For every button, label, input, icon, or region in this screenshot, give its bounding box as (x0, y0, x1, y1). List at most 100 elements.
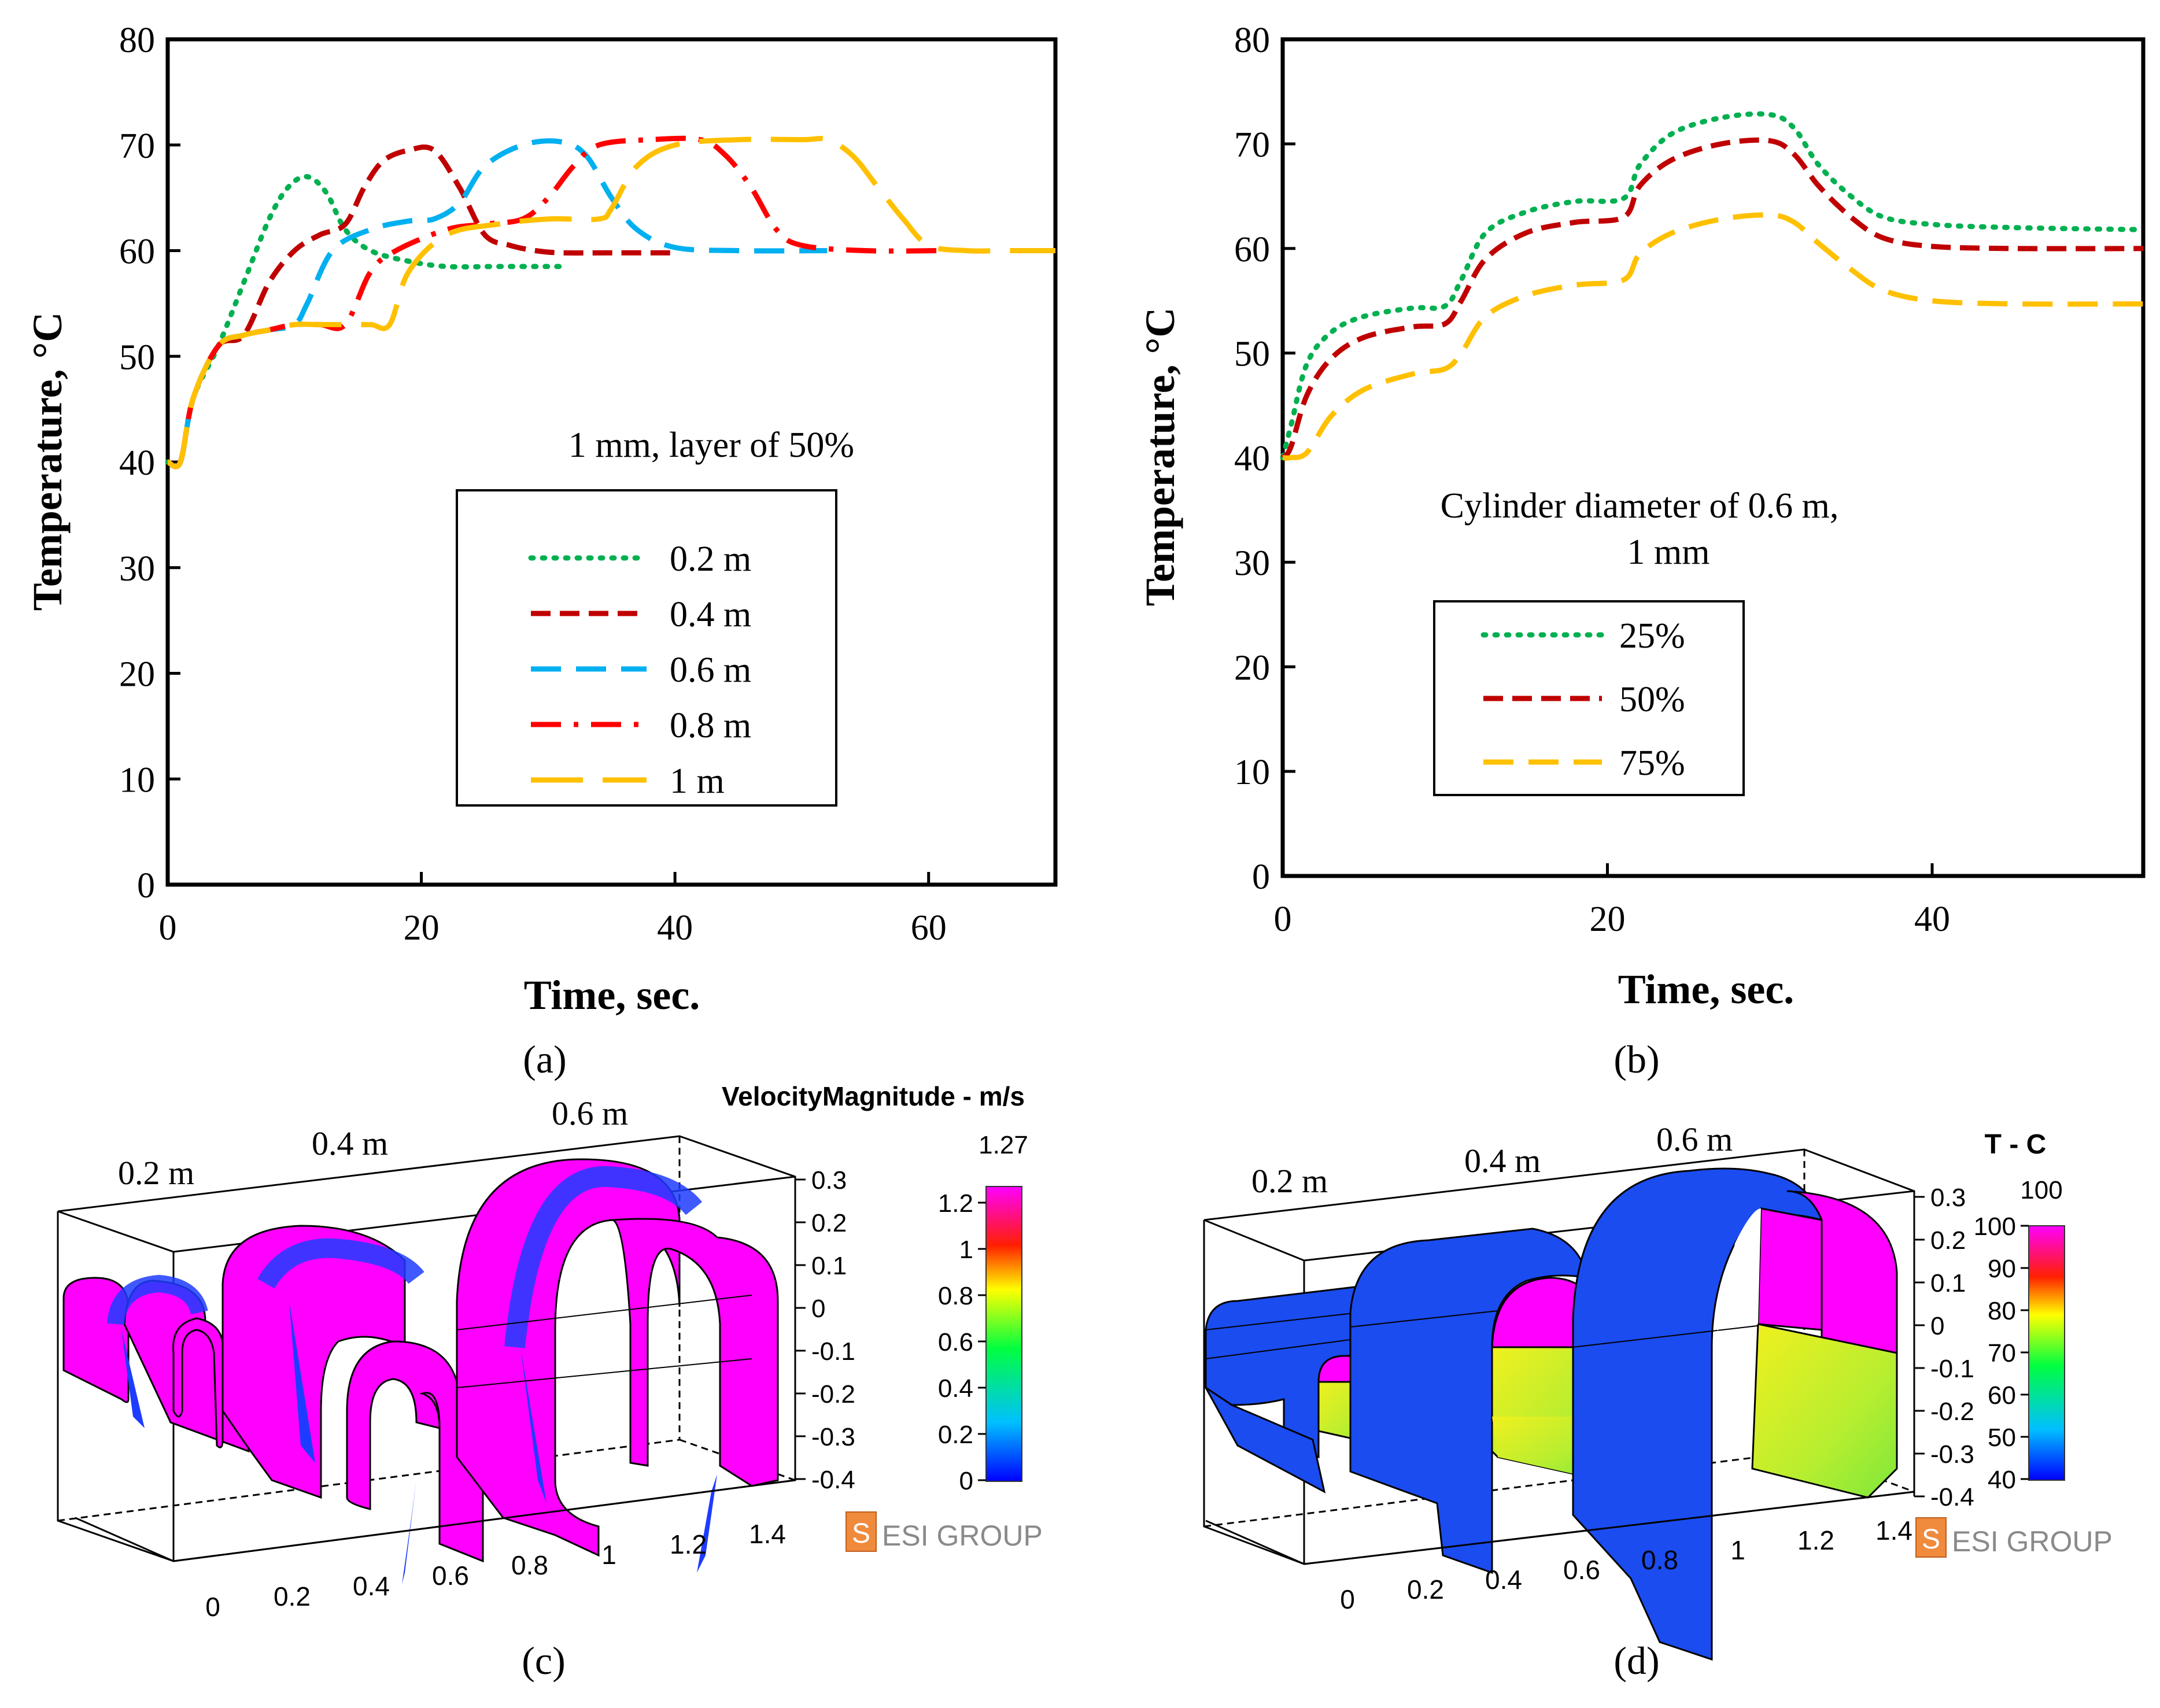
y-tick-label: 40 (1234, 439, 1270, 479)
series-group-a (165, 135, 1055, 469)
series-line-50- (1280, 137, 2144, 460)
colorbar-max-d: 100 (2020, 1176, 2062, 1204)
legend-frame-a (456, 489, 837, 807)
colorbar-tick-label: 1 (959, 1236, 973, 1264)
x-axis-label-a: Time, sec. (524, 972, 700, 1018)
legend-a: 0.2 m 0.4 m 0.6 m 0.8 m 1 m (456, 489, 837, 807)
cylinder-label-0-2m-d: 0.2 m (1251, 1162, 1328, 1200)
cylinder-label-0-2m-c: 0.2 m (118, 1154, 194, 1192)
x-axis-ruler-c (75, 1479, 796, 1562)
colorbar-tick-label: 1.2 (938, 1189, 973, 1218)
z-tick-label: 0.2 (1930, 1226, 1966, 1255)
x-tick-label: 20 (404, 908, 440, 948)
series-line-0-8-m (167, 135, 941, 469)
cylinder-label-0-4m-c: 0.4 m (312, 1125, 388, 1162)
panel-d-temperature-render: 0.3 0.2 0.1 0 -0.1 -0.2 -0.3 -0.4 0 0.2 0.4 0.6 0.8… (1203, 1121, 2113, 1683)
series-line-25- (1280, 111, 2146, 460)
y-axis-label-a: Temperature, °C (24, 312, 71, 611)
x-axis-label-b: Time, sec. (1618, 966, 1795, 1012)
x-tick-label-3d: 0.2 (1407, 1574, 1444, 1605)
colorbar-tick-label: 0.2 (938, 1421, 973, 1449)
x-tick-label-3d: 1 (1730, 1535, 1745, 1565)
z-axis-d: 0.3 0.2 0.1 0 -0.1 -0.2 -0.3 -0.4 (1913, 1184, 1974, 1511)
colorbar-tick-label: 80 (1988, 1297, 2016, 1325)
y-tick-label: 60 (1234, 230, 1270, 269)
z-tick-label: 0 (1930, 1312, 1944, 1340)
legend-label: 75% (1619, 744, 1685, 783)
z-axis-c: 0.3 0.2 0.1 0 -0.1 -0.2 -0.3 -0.4 (794, 1166, 855, 1494)
cylinder-shell-0-2m (62, 1274, 250, 1453)
cylinder-label-0-6m-d: 0.6 m (1656, 1121, 1733, 1158)
panel-label-c: (c) (522, 1639, 565, 1683)
colorbar-tick-label: 0.6 (938, 1328, 973, 1356)
annotation-b-line1: Cylinder diameter of 0.6 m, (1441, 486, 1839, 526)
z-tick-label: -0.1 (811, 1337, 855, 1366)
colorbar-c (985, 1186, 1022, 1482)
x-tick-label: 20 (1590, 900, 1626, 939)
colorbar-title-d: T - C (1985, 1129, 2047, 1160)
y-axis-a: 0 10 20 30 40 50 60 70 80 (119, 21, 180, 905)
logo-text-c: ESI GROUP (882, 1520, 1043, 1552)
x-tick-label: 60 (911, 908, 947, 948)
y-tick-label: 10 (1234, 753, 1270, 792)
legend-label: 0.6 m (670, 650, 751, 690)
x-axis-ruler-d (1205, 1491, 1915, 1565)
annotation-b-line2: 1 mm (1627, 533, 1710, 572)
y-axis-label-b: Temperature, °C (1137, 308, 1183, 607)
esi-logo-d: S ESI GROUP (1915, 1517, 2113, 1558)
x-tick-label-3d: 1.2 (670, 1529, 707, 1559)
svg-text:S: S (852, 1518, 870, 1549)
series-line-1-m (167, 136, 1055, 469)
esi-logo-c: S ESI GROUP (845, 1511, 1043, 1552)
x-tick-label-3d: 1.4 (1875, 1515, 1912, 1546)
x-axis-a: 0 20 40 60 (159, 872, 947, 948)
panel-label-d: (d) (1613, 1639, 1659, 1683)
x-axis-b: 0 20 40 (1274, 863, 1950, 939)
colorbar-d (2028, 1225, 2065, 1481)
cylinder-shell-0-4m-d (1349, 1228, 1606, 1574)
x-tick-label-3d: 0.6 (1563, 1555, 1600, 1585)
x-tick-label-3d: 0.2 (274, 1581, 311, 1611)
cylinder-shell-0-4m (221, 1225, 484, 1584)
legend-b: 25% 50% 75% (1433, 600, 1745, 796)
y-tick-label: 20 (119, 655, 155, 694)
z-tick-label: 0 (811, 1295, 825, 1323)
z-tick-label: 0.1 (811, 1252, 847, 1280)
z-tick-label: -0.2 (1930, 1398, 1974, 1426)
y-tick-label: 80 (1234, 21, 1270, 60)
legend-label: 25% (1619, 616, 1685, 656)
x-tick-label-3d: 0.8 (1641, 1545, 1678, 1575)
y-tick-label: 60 (119, 232, 155, 272)
cylinder-label-0-4m-d: 0.4 m (1464, 1142, 1541, 1180)
x-tick-label: 40 (657, 908, 693, 948)
series-line-0-6-m (167, 138, 828, 469)
series-line-0-2-m (165, 173, 564, 469)
colorbar-tick-label: 50 (1988, 1424, 2016, 1452)
legend-label: 0.2 m (670, 539, 751, 579)
x-tick-label: 40 (1914, 900, 1950, 939)
y-tick-label: 30 (119, 549, 155, 589)
colorbar-ticks-d: 100 90 80 70 60 50 40 (1974, 1212, 2029, 1494)
z-tick-label: -0.2 (811, 1380, 855, 1408)
colorbar-ticks-c: 1.2 1 0.8 0.6 0.4 0.2 0 (938, 1189, 986, 1495)
colorbar-tick-label: 0.4 (938, 1374, 973, 1403)
z-tick-label: 0.2 (811, 1209, 847, 1237)
annotation-a: 1 mm, layer of 50% (568, 426, 854, 465)
z-tick-label: 0.3 (811, 1166, 847, 1195)
z-tick-label: -0.4 (811, 1466, 855, 1494)
y-tick-label: 70 (1234, 125, 1270, 165)
cylinder-shell-0-6m (456, 1158, 779, 1573)
cylinder-label-0-6m-c: 0.6 m (552, 1095, 628, 1132)
x-tick-label-3d: 0 (205, 1592, 220, 1622)
panel-label-b: (b) (1613, 1037, 1659, 1081)
x-tick-label: 0 (1274, 900, 1292, 939)
z-tick-label: -0.3 (811, 1423, 855, 1451)
series-line-0-4-m (167, 144, 675, 469)
colorbar-tick-label: 60 (1988, 1381, 2016, 1410)
legend-label: 0.4 m (670, 595, 751, 634)
series-group-b (1280, 111, 2146, 461)
colorbar-tick-label: 90 (1988, 1255, 2016, 1283)
colorbar-max-c: 1.27 (979, 1131, 1028, 1159)
colorbar-tick-label: 0 (959, 1467, 973, 1495)
